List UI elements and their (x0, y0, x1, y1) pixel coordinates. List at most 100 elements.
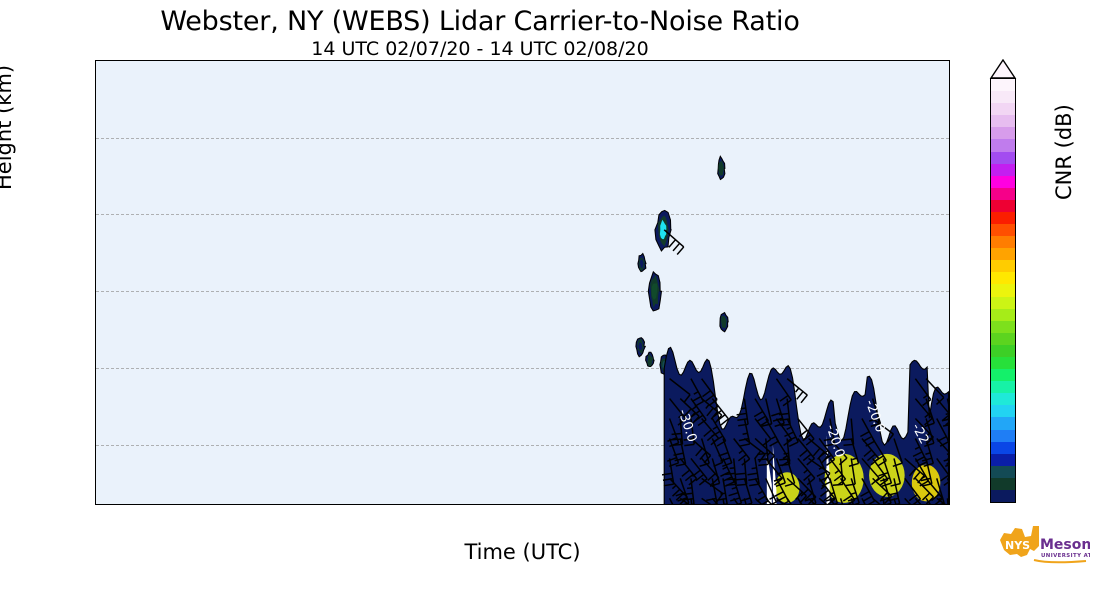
wind-barb (701, 497, 712, 504)
colorbar-tick-mark (1015, 208, 1016, 209)
gridline-horizontal (96, 137, 949, 139)
wind-barb (733, 497, 739, 504)
wind-barb (832, 458, 844, 486)
wind-barb (914, 398, 933, 426)
wind-barb (924, 398, 935, 428)
colorbar-segment (991, 307, 1015, 321)
colorbar-segment (991, 295, 1015, 309)
nys-mesonet-logo: NYS Mesonet UNIVERSITY AT ALBANY (998, 524, 1093, 566)
isolated-echo (637, 252, 647, 273)
wind-barb (765, 418, 779, 447)
wind-barb (661, 458, 675, 487)
colorbar-tick-mark (1015, 267, 1016, 268)
wind-barb (765, 478, 778, 504)
wind-barb (711, 418, 727, 447)
colorbar-tick-mark (1015, 149, 1016, 150)
wind-barb (892, 438, 904, 468)
colorbar-tick-mark (1015, 90, 1016, 91)
wind-barb (690, 457, 708, 486)
wind-barb (706, 478, 718, 504)
x-tick-mark (809, 504, 810, 505)
colorbar-segment (991, 331, 1015, 345)
wind-barb (718, 438, 733, 468)
wind-barb (890, 458, 902, 487)
colorbar-segment (991, 210, 1015, 225)
chart-subtitle: 14 UTC 02/07/20 - 14 UTC 02/08/20 (311, 38, 649, 60)
wind-barb (818, 497, 828, 504)
wind-barb (690, 378, 705, 407)
wind-barb (784, 458, 796, 487)
wind-barb (936, 437, 949, 466)
colorbar-segment (991, 380, 1015, 394)
isolated-echo (645, 351, 655, 367)
x-tick-mark (595, 504, 596, 505)
colorbar-segment (991, 114, 1015, 128)
colorbar-tick-mark (1015, 444, 1016, 445)
colorbar-segment (991, 368, 1015, 382)
wind-barb (754, 497, 763, 504)
wind-barb (925, 477, 944, 504)
wind-barb (872, 417, 895, 443)
x-tick-mark (737, 504, 738, 505)
wind-barb (797, 457, 816, 486)
wind-barb (738, 418, 751, 447)
colorbar-segment (991, 319, 1015, 333)
wind-barb (946, 498, 949, 504)
y-tick-mark (95, 367, 96, 368)
x-tick-mark (310, 504, 311, 505)
wind-barb (701, 378, 718, 407)
plot-area: -30.0-20.0-20.0-22 0.10.51.01.52.02.53.0… (95, 60, 950, 505)
y-axis-label: Height (km) (0, 64, 16, 190)
colorbar-title: CNR (dB) (1052, 104, 1076, 200)
wind-barb (829, 497, 835, 504)
wind-barb (861, 497, 866, 504)
wind-barb (936, 478, 945, 504)
x-tick-mark (666, 504, 667, 505)
wind-barb (668, 398, 687, 426)
wind-barb (823, 418, 836, 447)
wind-barb (936, 497, 946, 504)
colorbar-segment (991, 126, 1015, 140)
wind-barb (904, 477, 922, 504)
colorbar-segment (991, 343, 1015, 357)
colorbar-segment (991, 283, 1015, 297)
logo-tagline-text: UNIVERSITY AT ALBANY (1041, 553, 1090, 559)
gridline-horizontal (96, 444, 949, 446)
isolated-echo (717, 155, 726, 181)
wind-barb (682, 478, 695, 504)
wind-barb (735, 458, 748, 486)
wind-barb (804, 478, 817, 504)
wind-barb (728, 478, 743, 504)
wind-barb (786, 378, 808, 404)
colorbar-segment (991, 102, 1015, 116)
wind-barb (711, 497, 718, 504)
colorbar-tick-mark (1015, 385, 1016, 386)
wind-barb (743, 498, 747, 504)
wind-barb (914, 458, 930, 487)
wind-barb (797, 438, 816, 466)
wind-barb (818, 438, 836, 466)
colorbar-segment (991, 235, 1015, 249)
y-tick-mark (95, 444, 96, 445)
chart-title: Webster, NY (WEBS) Lidar Carrier-to-Nois… (160, 6, 800, 37)
colorbar-segment (991, 428, 1015, 442)
colorbar-segment (991, 355, 1015, 370)
wind-barb (825, 478, 839, 504)
wind-barb (740, 478, 753, 504)
colorbar-segment (991, 79, 1015, 92)
wind-barb (711, 438, 724, 467)
isolated-echo (719, 311, 729, 333)
colorbar-segment (991, 392, 1015, 406)
y-tick-mark (95, 137, 96, 138)
colorbar-segment (991, 186, 1015, 200)
wind-barb (845, 458, 856, 487)
wind-barb (669, 378, 691, 403)
wind-barb (847, 478, 860, 504)
wind-barb (736, 398, 749, 427)
wind-barb (941, 398, 949, 427)
x-tick-mark (381, 504, 382, 505)
wind-barb (679, 497, 690, 504)
wind-barb (868, 398, 882, 428)
gridline-horizontal (96, 367, 949, 369)
wind-barb (666, 438, 680, 468)
